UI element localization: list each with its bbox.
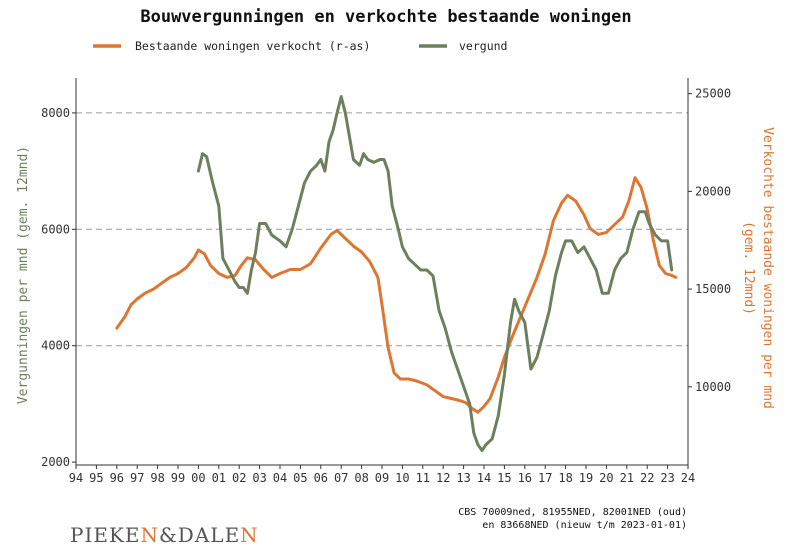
left-tick-label: 4000 [41,339,70,353]
left-tick-label: 8000 [41,106,70,120]
y-axis-right-label-line1: Verkochte bestaande woningen per mnd [760,127,775,409]
logo-text-middle: &DALE [159,523,240,547]
right-tick-label: 10000 [695,380,731,394]
x-tick-label: 15 [497,471,511,485]
x-tick-label: 21 [620,471,634,485]
x-tick-label: 99 [171,471,185,485]
left-tick-label: 2000 [41,455,70,469]
left-axis-ticks: 2000 4000 6000 8000 [41,106,76,469]
y-axis-right-label-line2: (gem. 12mnd) [741,221,756,315]
x-tick-label: 19 [579,471,593,485]
x-tick-label: 23 [660,471,674,485]
x-tick-label: 02 [232,471,246,485]
x-tick-label: 09 [375,471,389,485]
x-tick-label: 06 [314,471,328,485]
x-tick-label: 03 [252,471,266,485]
x-tick-label: 98 [150,471,164,485]
series-line-vergund [196,95,674,452]
x-tick-label: 18 [558,471,572,485]
x-tick-label: 13 [456,471,470,485]
x-tick-label: 10 [395,471,409,485]
x-tick-label: 16 [518,471,532,485]
y-axis-left-label: Vergunningen per mnd (gem. 12mnd) [16,146,31,404]
x-tick-label: 22 [640,471,654,485]
x-tick-label: 04 [273,471,287,485]
right-tick-label: 20000 [695,184,731,198]
legend: Bestaande woningen verkocht (r-as) vergu… [93,39,507,53]
x-axis-ticks: 94 95 96 97 98 99 00 01 02 03 04 05 06 07 08 09 10 11 12 13… [69,465,695,485]
x-tick-label: 00 [191,471,205,485]
left-tick-label: 6000 [41,222,70,236]
right-tick-label: 15000 [695,282,731,296]
x-tick-label: 97 [130,471,144,485]
legend-label-green: vergund [459,39,507,53]
series-line-verkocht [115,176,678,414]
logo-accent-2: N [240,523,259,547]
x-tick-label: 20 [599,471,613,485]
logo: PIEKEN&DALEN [70,523,259,547]
right-axis-ticks: 10000 15000 20000 25000 [688,87,731,394]
x-tick-label: 94 [69,471,83,485]
x-tick-label: 24 [681,471,695,485]
x-tick-label: 14 [477,471,491,485]
logo-accent-1: N [141,523,160,547]
x-tick-label: 11 [416,471,430,485]
x-tick-label: 08 [354,471,368,485]
source-line-2: en 83668NED (nieuw t/m 2023-01-01) [482,520,687,531]
logo-text-left: PIEKE [70,523,141,547]
right-tick-label: 25000 [695,87,731,101]
x-tick-label: 17 [538,471,552,485]
legend-label-orange: Bestaande woningen verkocht (r-as) [135,39,370,53]
series-layer [115,95,678,452]
x-tick-label: 95 [89,471,103,485]
chart-title: Bouwvergunningen en verkochte bestaande … [140,7,631,27]
x-tick-label: 12 [436,471,450,485]
source-line-1: CBS 70009ned, 81955NED, 82001NED (oud) [458,507,687,518]
x-tick-label: 96 [110,471,124,485]
x-tick-label: 05 [293,471,307,485]
grid-lines [76,112,688,347]
x-tick-label: 07 [334,471,348,485]
x-tick-label: 01 [212,471,226,485]
svg-text:PIEKEN&DALEN: PIEKEN&DALEN [70,523,259,547]
